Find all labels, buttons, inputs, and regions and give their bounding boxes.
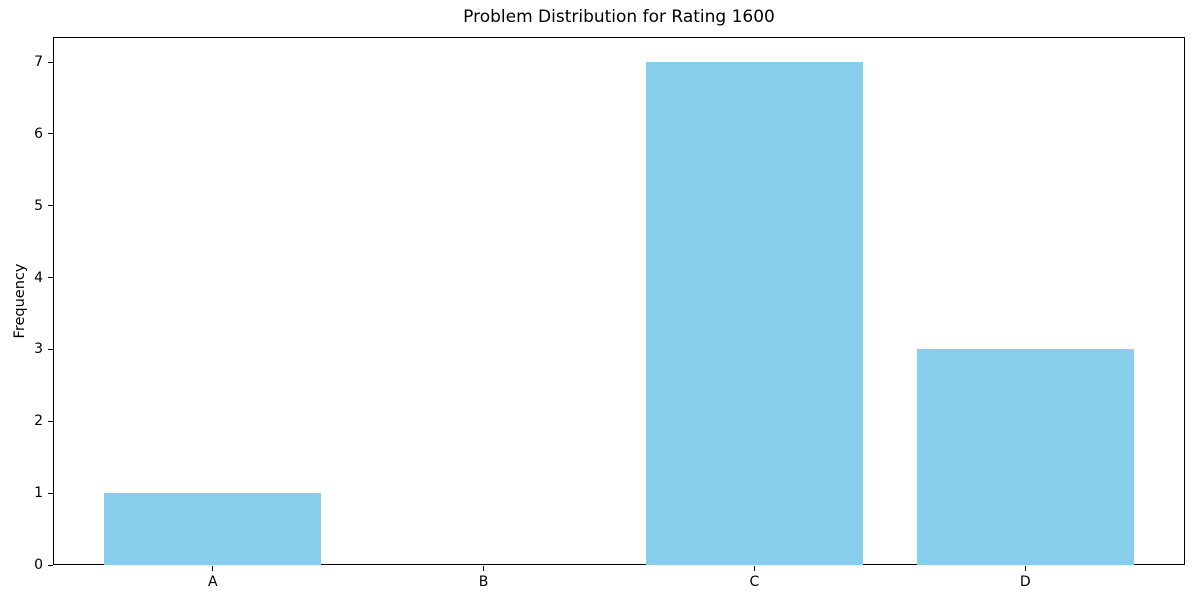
y-tick-label: 0 (34, 557, 43, 573)
y-tick-label: 1 (34, 485, 43, 502)
x-tick-label: B (478, 574, 489, 590)
y-tick-label: 7 (34, 54, 43, 71)
y-tick-mark (48, 420, 53, 422)
y-axis-label: Frequency (12, 263, 28, 339)
x-tick-mark (753, 566, 755, 571)
x-tick-label: D (1019, 574, 1031, 590)
x-tick-label: C (749, 574, 760, 590)
y-tick-label: 4 (34, 269, 43, 286)
y-tick-mark (48, 492, 53, 494)
y-tick-mark (48, 564, 53, 566)
y-tick-mark (48, 205, 53, 207)
y-tick-label: 6 (34, 125, 43, 142)
y-tick-mark (48, 348, 53, 350)
bar-d (916, 349, 1134, 565)
y-tick-mark (48, 277, 53, 279)
y-tick-mark (48, 61, 53, 63)
x-tick-mark (212, 566, 214, 571)
bar-a (104, 493, 322, 565)
x-tick-mark (483, 566, 485, 571)
x-tick-label: A (207, 574, 218, 590)
x-tick-mark (1024, 566, 1026, 571)
y-tick-label: 5 (34, 197, 43, 214)
y-tick-mark (48, 133, 53, 135)
y-tick-label: 3 (34, 341, 43, 358)
y-tick-label: 2 (34, 413, 43, 430)
chart-title: Problem Distribution for Rating 1600 (463, 7, 775, 27)
bar-c (646, 62, 863, 565)
